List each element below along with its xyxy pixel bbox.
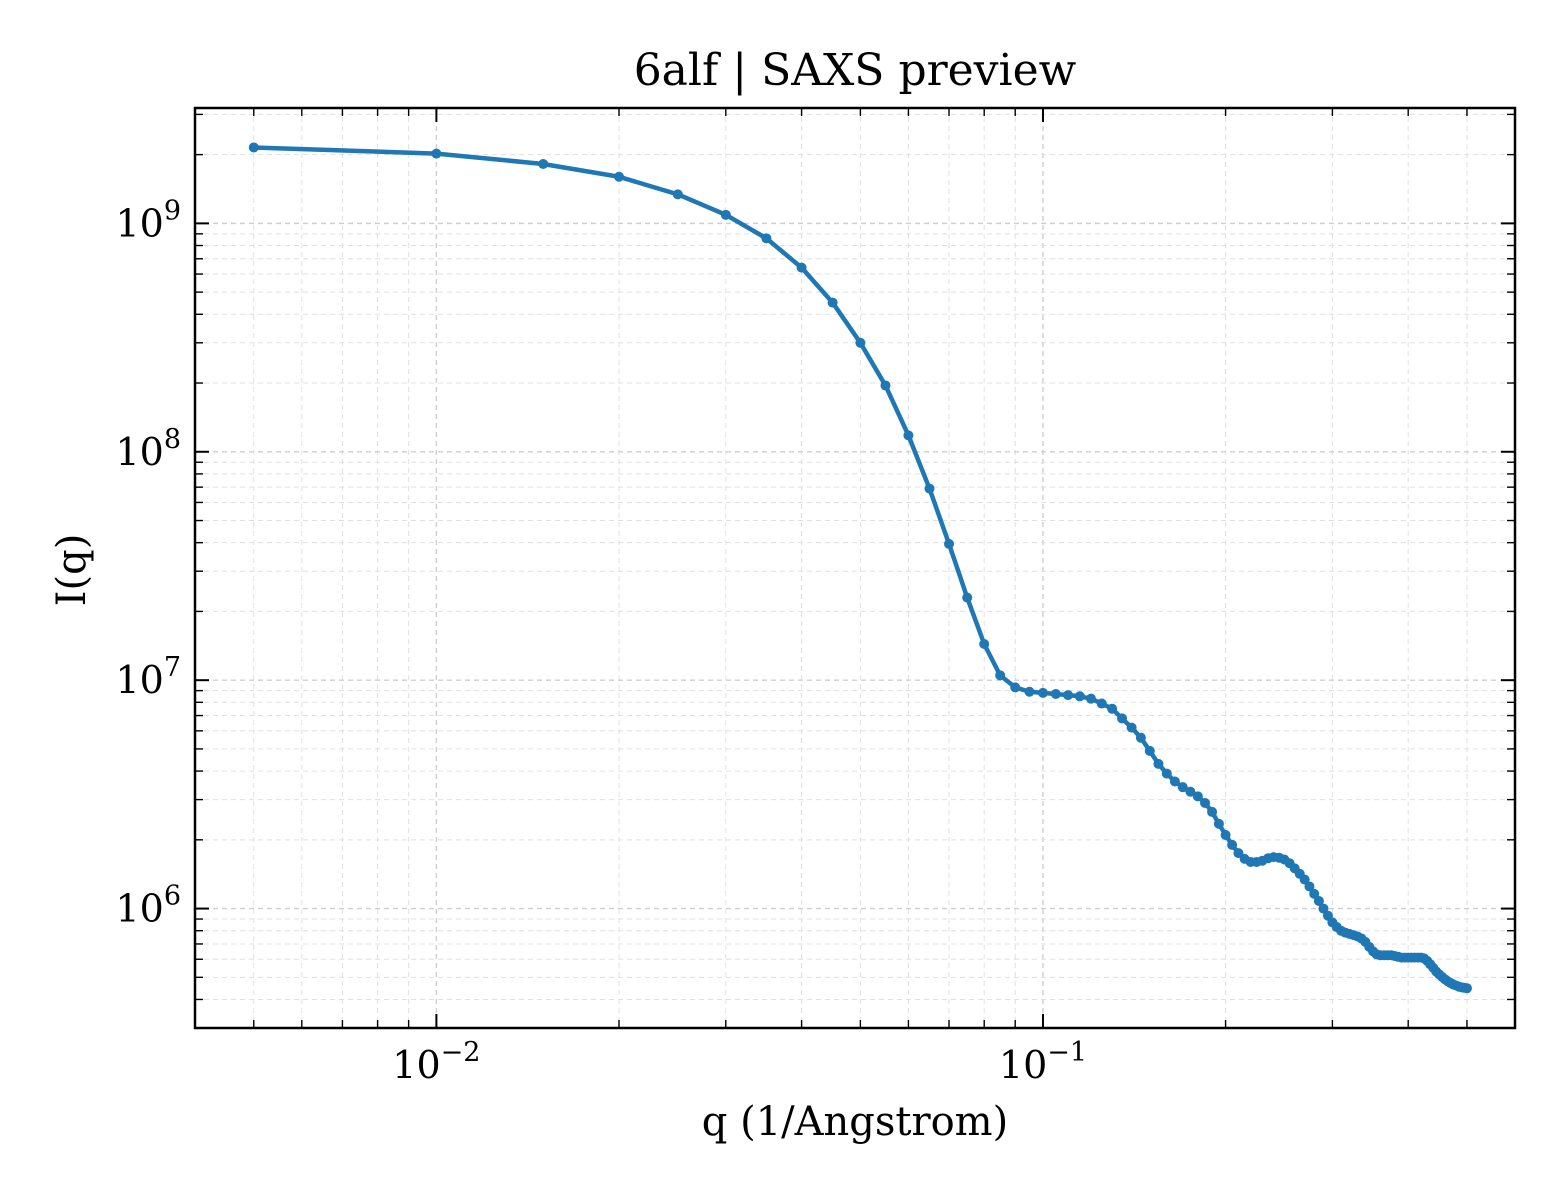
data-point xyxy=(761,233,772,244)
data-point xyxy=(1192,791,1203,802)
data-point xyxy=(1153,758,1164,769)
y-tick-label: 108 xyxy=(115,424,181,474)
data-point xyxy=(827,297,838,308)
data-point xyxy=(1318,903,1329,914)
y-tick-label: 106 xyxy=(115,881,181,931)
data-point xyxy=(1086,693,1097,704)
data-point xyxy=(1213,818,1224,829)
data-point xyxy=(1135,732,1146,743)
y-axis-label: I(q) xyxy=(49,534,95,607)
data-point xyxy=(1117,713,1128,724)
data-point xyxy=(1309,888,1320,899)
data-point xyxy=(1144,745,1155,756)
y-tick-label: 107 xyxy=(115,652,181,702)
data-point xyxy=(613,171,624,182)
series-layer xyxy=(248,142,1472,994)
data-point xyxy=(855,337,866,348)
data-point xyxy=(1063,690,1074,701)
data-point xyxy=(995,670,1006,681)
grid-lines xyxy=(194,108,1515,1029)
data-point xyxy=(1010,682,1021,693)
data-point xyxy=(880,380,891,391)
data-point xyxy=(1024,686,1035,697)
data-point xyxy=(1177,782,1188,793)
data-point xyxy=(672,189,683,200)
data-point xyxy=(1107,703,1118,714)
chart-title: 6alf | SAXS preview xyxy=(634,45,1077,96)
axis-ticks xyxy=(194,108,1515,1029)
x-tick-label: 10−1 xyxy=(999,1037,1087,1087)
data-point xyxy=(1207,806,1218,817)
data-point xyxy=(538,158,549,169)
data-point xyxy=(1461,983,1472,994)
data-point xyxy=(1161,768,1172,779)
data-point xyxy=(979,639,990,650)
tick-labels: 10−2 10−1 106 107 108 109 xyxy=(115,195,1087,1087)
data-point xyxy=(924,483,935,494)
data-point xyxy=(1304,881,1315,892)
plot-frame xyxy=(193,106,1517,1030)
data-point xyxy=(248,142,259,153)
data-point xyxy=(1074,691,1085,702)
data-point xyxy=(1200,797,1211,808)
data-point xyxy=(1096,698,1107,709)
data-point xyxy=(1037,687,1048,698)
data-point xyxy=(1185,786,1196,797)
data-point xyxy=(720,209,731,220)
data-point xyxy=(944,538,955,549)
data-point xyxy=(1313,895,1324,906)
data-point xyxy=(1220,829,1231,840)
data-point xyxy=(796,262,807,273)
y-tick-label: 109 xyxy=(115,195,181,245)
data-point xyxy=(1169,776,1180,787)
x-tick-label: 10−2 xyxy=(392,1037,480,1087)
data-point xyxy=(1050,688,1061,699)
data-point xyxy=(431,148,442,159)
data-point xyxy=(903,430,914,441)
data-point xyxy=(1227,839,1238,850)
data-point xyxy=(962,592,973,603)
data-point xyxy=(1126,722,1137,733)
x-axis-label: q (1/Angstrom) xyxy=(702,1099,1008,1145)
